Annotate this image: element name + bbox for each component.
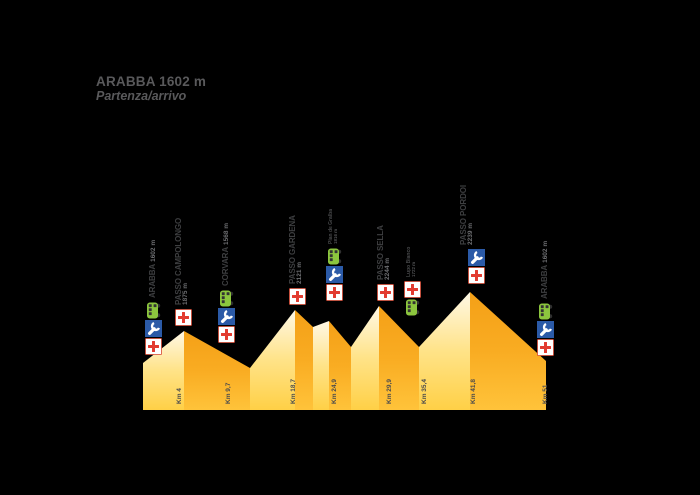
cross-icon bbox=[144, 338, 162, 355]
km-label-lupo-bianco: Km 35,4 bbox=[421, 379, 428, 404]
title-block: ARABBA 1602 m Partenza/arrivo bbox=[96, 74, 206, 104]
station-icons bbox=[403, 281, 421, 316]
profile-descent-face bbox=[379, 306, 419, 410]
station-icons bbox=[217, 290, 235, 343]
station-elevation: 1602 m bbox=[542, 240, 549, 263]
cross-icon bbox=[403, 281, 421, 298]
station-label: Plan de Gralba 1816 m bbox=[328, 209, 339, 244]
profile-climb-face bbox=[143, 331, 184, 410]
station-icons bbox=[325, 248, 343, 301]
station-icons bbox=[174, 309, 192, 326]
start-finish-subtitle: Partenza/arrivo bbox=[96, 89, 187, 103]
station-icons bbox=[376, 284, 394, 301]
profile-descent-face bbox=[184, 331, 250, 410]
station-elevation: 1568 m bbox=[223, 222, 230, 245]
station-label: PASSO GARDENA 2121 m bbox=[288, 215, 304, 284]
station-elevation: 1722 m bbox=[411, 261, 417, 277]
station-elevation: 2239 m bbox=[467, 222, 475, 245]
profile-descent-face bbox=[329, 321, 351, 410]
station-name: ARABBA bbox=[148, 263, 157, 298]
station-icons bbox=[288, 288, 306, 305]
cross-icon bbox=[325, 284, 343, 301]
station-label: PASSO PORDOI 2239 m bbox=[459, 185, 475, 245]
cross-icon bbox=[217, 326, 235, 343]
wrench-icon bbox=[217, 308, 235, 325]
km-label-passo-pordoi: Km 41,8 bbox=[470, 379, 477, 404]
wrench-icon bbox=[467, 249, 485, 266]
station-name: ARABBA bbox=[540, 264, 549, 299]
km-label-passo-campolongo: Km 4 bbox=[176, 388, 183, 404]
bus-icon bbox=[404, 299, 421, 316]
wrench-icon bbox=[144, 320, 162, 337]
bus-icon bbox=[326, 248, 343, 265]
station-label: PASSO SELLA 2244 m bbox=[376, 225, 392, 280]
wrench-icon bbox=[536, 321, 554, 338]
start-finish-title: ARABBA 1602 m bbox=[96, 74, 207, 89]
station-label: CORVARA 1568 m bbox=[221, 222, 231, 286]
station-label: PASSO CAMPOLONGO 1875 m bbox=[174, 218, 190, 305]
cross-icon bbox=[536, 339, 554, 356]
km-label-arabba-finish: Km 51 bbox=[542, 384, 549, 404]
bus-icon bbox=[537, 303, 554, 320]
cross-icon bbox=[467, 267, 485, 284]
profile-climb-face bbox=[250, 310, 295, 410]
km-label-passo-sella: Km 29,9 bbox=[386, 379, 393, 404]
station-icons bbox=[536, 303, 554, 356]
profile-climb-face bbox=[419, 292, 470, 410]
station-label: Lupo Bianco 1722 m bbox=[406, 247, 417, 277]
wrench-icon bbox=[325, 266, 343, 283]
station-icons bbox=[467, 249, 485, 284]
cross-icon bbox=[376, 284, 394, 301]
station-icons bbox=[144, 302, 162, 355]
profile-climb-face bbox=[351, 306, 379, 410]
km-label-corvara: Km 9,7 bbox=[225, 382, 232, 404]
km-label-passo-gardena: Km 18,7 bbox=[290, 379, 297, 404]
km-label-plan-de-gralba: Km 24,9 bbox=[331, 379, 338, 404]
station-elevation: 1602 m bbox=[150, 239, 157, 262]
station-label: ARABBA 1602 m bbox=[148, 239, 158, 298]
cross-icon bbox=[288, 288, 306, 305]
station-elevation: 1875 m bbox=[182, 282, 190, 305]
station-elevation: 2121 m bbox=[296, 261, 304, 284]
profile-descent-face bbox=[470, 292, 546, 410]
profile-climb-face bbox=[313, 321, 329, 410]
bus-icon bbox=[145, 302, 162, 319]
station-name: CORVARA bbox=[221, 246, 230, 286]
cross-icon bbox=[174, 309, 192, 326]
station-elevation: 2244 m bbox=[384, 257, 392, 280]
profile-descent-face bbox=[295, 310, 313, 410]
station-label: ARABBA 1602 m bbox=[540, 240, 550, 299]
station-elevation: 1816 m bbox=[333, 228, 339, 244]
bus-icon bbox=[218, 290, 235, 307]
